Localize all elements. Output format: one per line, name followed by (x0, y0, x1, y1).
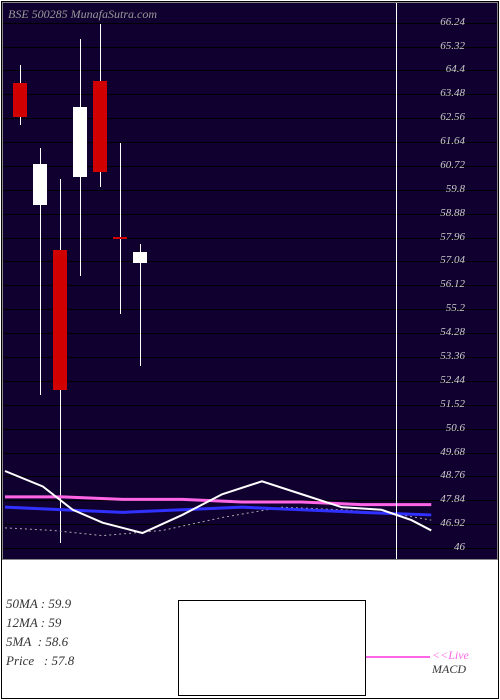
grid-line (3, 47, 497, 48)
info-box: 50MA : 59.9 12MA : 59 5MA : 58.6 Price :… (6, 595, 74, 670)
y-axis-label: 47.84 (440, 493, 465, 505)
grid-line (3, 524, 497, 525)
y-axis-label: 62.56 (440, 111, 465, 123)
candle-body (73, 107, 87, 177)
y-axis-label: 48.76 (440, 469, 465, 481)
crosshair-vertical (396, 3, 397, 559)
macd-label: MACD (432, 662, 466, 677)
grid-line (3, 70, 497, 71)
y-axis-label: 53.36 (440, 350, 465, 362)
grid-line (3, 500, 497, 501)
grid-line (3, 405, 497, 406)
chart-header: BSE 500285 MunafaSutra.com (8, 7, 157, 22)
y-axis-label: 55.2 (446, 302, 465, 314)
grid-line (3, 453, 497, 454)
y-axis-label: 54.28 (440, 326, 465, 338)
grid-line (3, 23, 497, 24)
y-axis-label: 60.72 (440, 159, 465, 171)
y-axis-label: 57.04 (440, 254, 465, 266)
y-axis-label: 50.6 (446, 422, 465, 434)
y-axis-label: 66.24 (440, 16, 465, 28)
y-axis-label: 58.88 (440, 207, 465, 219)
grid-line (3, 261, 497, 262)
candle-body (93, 81, 107, 172)
macd-live-label: <<Live (432, 648, 469, 663)
candle-body (133, 252, 147, 262)
macd-live-line (366, 656, 430, 658)
info-5ma: 5MA : 58.6 (6, 633, 74, 652)
info-12ma: 12MA : 59 (6, 614, 74, 633)
y-axis-label: 46 (454, 541, 465, 553)
y-axis-label: 57.96 (440, 231, 465, 243)
macd-box (178, 600, 366, 696)
y-axis-label: 65.32 (440, 40, 465, 52)
y-axis-label: 46.92 (440, 517, 465, 529)
candle-body (53, 250, 67, 390)
y-axis-label: 64.4 (446, 63, 465, 75)
grid-line (3, 429, 497, 430)
candle-wick (120, 143, 121, 314)
grid-line (3, 190, 497, 191)
grid-line (3, 214, 497, 215)
grid-line (3, 94, 497, 95)
stock-chart: BSE 500285 MunafaSutra.com 66.24 65.32 64.… (0, 0, 500, 700)
y-axis-label: 56.12 (440, 278, 465, 290)
y-axis-label: 59.8 (446, 183, 465, 195)
price-panel: BSE 500285 MunafaSutra.com (2, 2, 498, 560)
grid-line (3, 309, 497, 310)
grid-line (3, 238, 497, 239)
grid-line (3, 357, 497, 358)
y-axis-label: 52.44 (440, 374, 465, 386)
grid-line (3, 476, 497, 477)
y-axis-label: 61.64 (440, 135, 465, 147)
info-50ma: 50MA : 59.9 (6, 595, 74, 614)
candle-body (13, 83, 27, 117)
grid-line (3, 548, 497, 549)
candle-wick (140, 244, 141, 366)
grid-line (3, 333, 497, 334)
y-axis-label: 49.68 (440, 446, 465, 458)
candle-body (33, 164, 47, 206)
info-price: Price : 57.8 (6, 652, 74, 671)
grid-line (3, 285, 497, 286)
y-axis-label: 51.52 (440, 398, 465, 410)
y-axis-label: 63.48 (440, 87, 465, 99)
grid-line (3, 381, 497, 382)
candle-body (113, 237, 127, 240)
